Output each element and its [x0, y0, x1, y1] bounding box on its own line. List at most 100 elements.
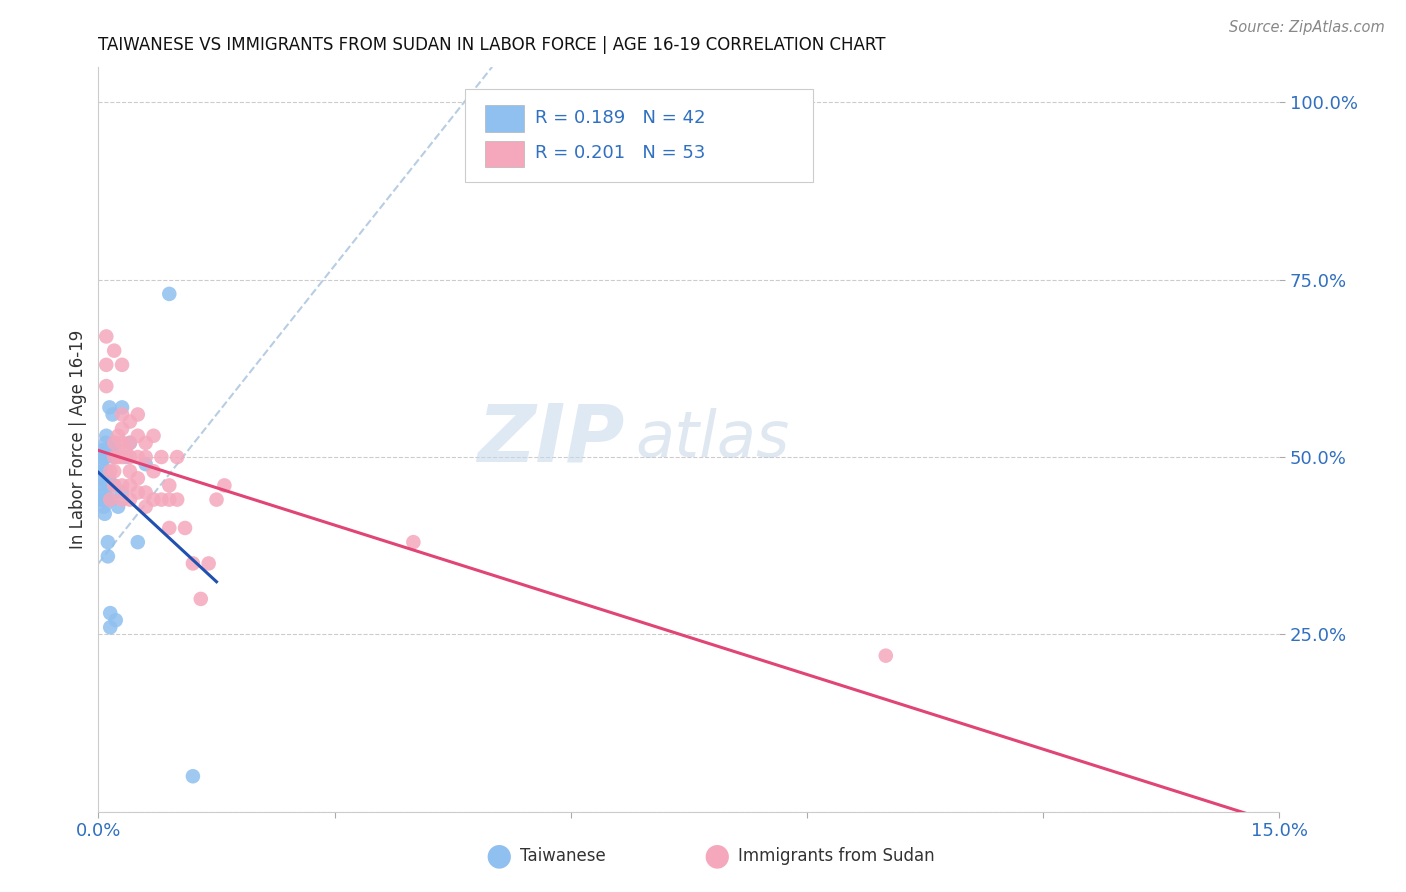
Point — [157, 286, 180, 301]
Point — [875, 648, 897, 663]
Point — [127, 535, 149, 549]
Point — [91, 464, 114, 478]
Point — [127, 485, 149, 500]
Point — [97, 549, 120, 564]
Point — [90, 471, 112, 485]
Point — [118, 415, 141, 429]
Point — [127, 429, 149, 443]
Point — [96, 478, 118, 492]
Point — [96, 492, 118, 507]
Text: Immigrants from Sudan: Immigrants from Sudan — [738, 847, 935, 865]
Point — [90, 457, 112, 471]
Text: R = 0.201   N = 53: R = 0.201 N = 53 — [536, 144, 706, 161]
Point — [100, 492, 122, 507]
Point — [157, 521, 180, 535]
Text: ZIP: ZIP — [477, 401, 624, 478]
Point — [157, 478, 180, 492]
Point — [135, 500, 157, 514]
Point — [181, 769, 204, 783]
Point — [93, 500, 115, 514]
Y-axis label: In Labor Force | Age 16-19: In Labor Force | Age 16-19 — [69, 330, 87, 549]
Point — [181, 557, 204, 571]
Point — [101, 442, 124, 457]
Point — [96, 358, 118, 372]
Point — [118, 478, 141, 492]
Point — [111, 478, 134, 492]
Point — [127, 471, 149, 485]
Point — [142, 464, 165, 478]
Point — [103, 478, 125, 492]
Point — [98, 492, 121, 507]
Point — [197, 557, 219, 571]
Point — [96, 329, 118, 343]
Point — [94, 435, 117, 450]
Point — [111, 422, 134, 436]
Point — [94, 450, 117, 464]
Point — [174, 521, 197, 535]
Point — [111, 450, 134, 464]
Point — [166, 492, 188, 507]
Point — [107, 429, 129, 443]
Point — [91, 450, 114, 464]
Point — [93, 492, 115, 507]
Point — [96, 442, 118, 457]
Point — [103, 450, 125, 464]
Point — [150, 492, 173, 507]
Point — [127, 408, 149, 422]
Point — [107, 450, 129, 464]
Point — [103, 464, 125, 478]
Text: TAIWANESE VS IMMIGRANTS FROM SUDAN IN LABOR FORCE | AGE 16-19 CORRELATION CHART: TAIWANESE VS IMMIGRANTS FROM SUDAN IN LA… — [98, 37, 886, 54]
Text: ●: ● — [486, 842, 512, 871]
Point — [91, 442, 114, 457]
Point — [96, 429, 118, 443]
Point — [205, 492, 228, 507]
Text: Source: ZipAtlas.com: Source: ZipAtlas.com — [1229, 20, 1385, 35]
Point — [118, 464, 141, 478]
Point — [118, 435, 141, 450]
Point — [103, 450, 125, 464]
Point — [118, 450, 141, 464]
Point — [142, 492, 165, 507]
Point — [97, 471, 120, 485]
Text: atlas: atlas — [636, 409, 790, 470]
Point — [135, 450, 157, 464]
Text: Taiwanese: Taiwanese — [520, 847, 606, 865]
Point — [104, 613, 127, 627]
Point — [93, 507, 115, 521]
Point — [150, 450, 173, 464]
FancyBboxPatch shape — [464, 89, 813, 182]
Point — [190, 591, 212, 606]
Point — [166, 450, 188, 464]
Text: R = 0.189   N = 42: R = 0.189 N = 42 — [536, 109, 706, 127]
Point — [98, 401, 121, 415]
Bar — [485, 105, 523, 132]
Point — [101, 408, 124, 422]
Point — [103, 435, 125, 450]
Point — [98, 606, 121, 620]
Point — [89, 492, 111, 507]
Point — [135, 435, 157, 450]
Point — [115, 450, 138, 464]
Point — [127, 450, 149, 464]
Point — [91, 450, 114, 464]
Point — [107, 500, 129, 514]
Point — [142, 429, 165, 443]
Point — [135, 485, 157, 500]
Point — [96, 464, 118, 478]
Point — [115, 442, 138, 457]
Point — [97, 535, 120, 549]
Point — [96, 379, 118, 393]
Point — [214, 478, 236, 492]
Point — [118, 435, 141, 450]
Point — [98, 620, 121, 634]
Bar — [485, 141, 523, 168]
Point — [98, 464, 121, 478]
Point — [111, 435, 134, 450]
Point — [118, 492, 141, 507]
Point — [111, 408, 134, 422]
Text: ●: ● — [704, 842, 730, 871]
Point — [111, 401, 134, 415]
Point — [90, 478, 112, 492]
Point — [111, 358, 134, 372]
Point — [103, 435, 125, 450]
